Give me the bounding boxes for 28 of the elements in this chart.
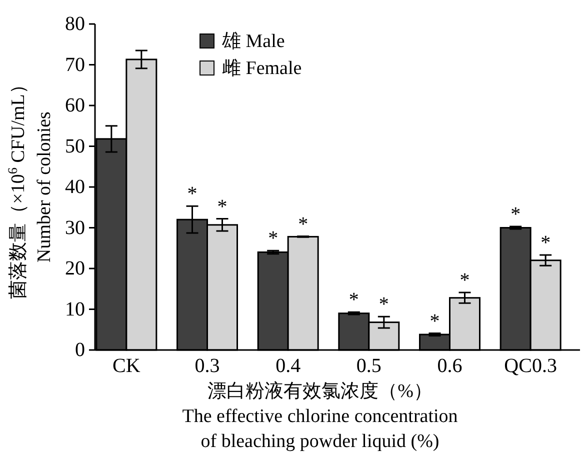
x-tick-label: 0.6 [437, 355, 462, 377]
x-tick-label: CK [112, 355, 141, 377]
y-tick-label: 60 [65, 94, 85, 116]
data-label: * [430, 310, 440, 332]
data-label: * [217, 196, 228, 218]
y-tick-label: 30 [65, 216, 85, 239]
y-tick-label: 50 [65, 135, 85, 158]
x-tick-label: 0.4 [276, 355, 301, 377]
data-label: * [187, 183, 198, 206]
data-label: * [268, 228, 278, 250]
x-tick-label: QC0.3 [504, 355, 557, 377]
y-tick-label: 20 [65, 258, 85, 280]
x-tick-label: 0.5 [356, 355, 382, 377]
y-tick-label: 70 [65, 54, 85, 76]
y-tick-label: 10 [65, 298, 85, 320]
data-label: * [460, 270, 470, 292]
legend-label: 雄 Male [221, 30, 285, 52]
x-axis-title: 漂白粉液有效氯浓度（%） The effective chlorine concentration of bleaching powder liquid (%) [182, 380, 458, 452]
data-label: * [510, 204, 521, 226]
data-label: * [540, 232, 551, 254]
data-label: * [378, 294, 389, 316]
data-label: * [298, 213, 308, 236]
data-label: * [348, 289, 359, 312]
y-tick-label: 80 [65, 13, 85, 35]
legend-label: 雌 Female [222, 58, 302, 78]
x-tick-label: 0.3 [194, 355, 220, 377]
y-tick-label: 0 [75, 339, 85, 361]
y-tick-label: 40 [65, 176, 85, 198]
